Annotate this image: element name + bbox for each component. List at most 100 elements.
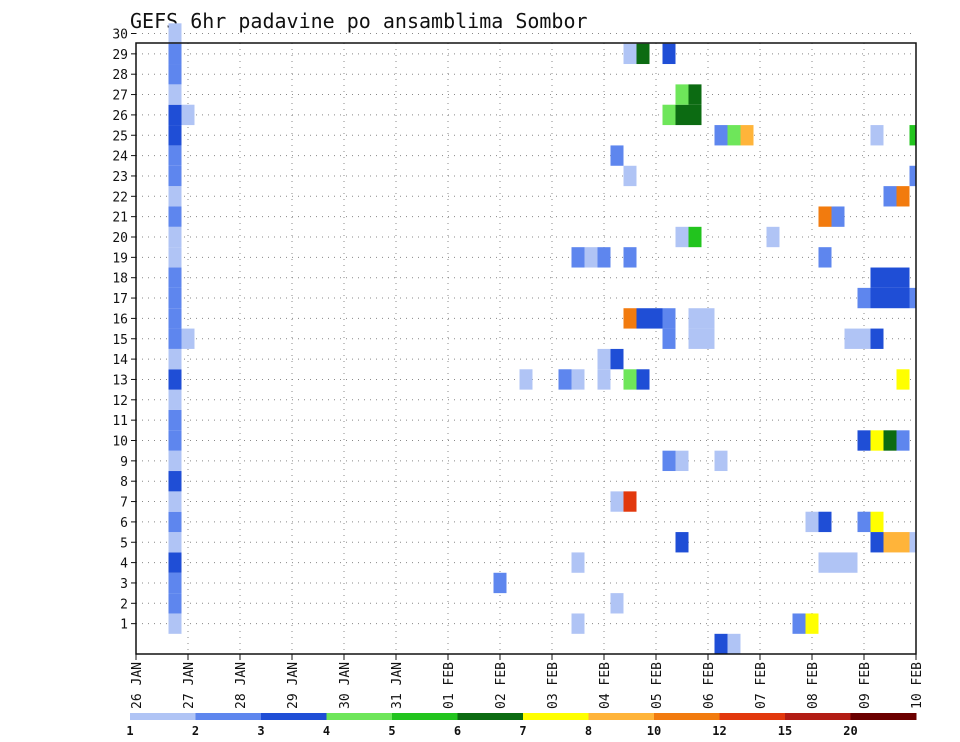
x-tick-label: 01 FEB <box>442 662 457 709</box>
y-tick-label: 17 <box>112 292 128 307</box>
heatmap-cells <box>168 23 916 655</box>
precip-cell <box>168 409 182 431</box>
precip-cell <box>168 572 182 594</box>
y-tick-label: 28 <box>112 68 128 83</box>
y-tick-label: 1 <box>120 618 128 633</box>
precip-cell <box>870 125 884 146</box>
legend-swatch <box>850 713 917 720</box>
precip-cell <box>493 572 507 594</box>
precip-cell <box>168 64 182 85</box>
precip-cell <box>675 450 689 472</box>
x-tick-label: 08 FEB <box>806 662 821 709</box>
legend-label: 5 <box>388 724 395 738</box>
y-tick-label: 10 <box>112 435 128 450</box>
precip-cell <box>701 308 715 329</box>
precip-cell <box>168 267 182 288</box>
y-tick-label: 18 <box>112 272 128 287</box>
precip-cell <box>168 308 182 329</box>
y-tick-label: 7 <box>120 496 128 511</box>
precip-cell <box>870 511 884 533</box>
y-tick-label: 9 <box>120 455 128 470</box>
y-tick-label: 11 <box>112 414 128 429</box>
x-tick-label: 10 FEB <box>910 662 925 709</box>
precip-cell <box>675 532 689 553</box>
precip-cell <box>844 552 858 573</box>
precip-cell <box>857 287 871 309</box>
y-tick-label: 3 <box>120 577 128 592</box>
precip-cell <box>805 613 819 634</box>
x-tick-label: 05 FEB <box>650 662 665 709</box>
y-axis: 1234567891011121314151617181920212223242… <box>112 28 136 633</box>
precip-cell <box>584 247 598 268</box>
legend-swatch <box>588 713 655 720</box>
precip-cell <box>688 328 702 349</box>
precip-cell <box>168 23 182 44</box>
precip-cell <box>168 389 182 410</box>
y-tick-label: 21 <box>112 211 128 226</box>
precip-cell <box>571 369 585 390</box>
precip-cell <box>831 206 845 227</box>
precip-cell <box>896 430 910 451</box>
y-tick-label: 4 <box>120 557 128 572</box>
grid-lines <box>136 33 916 654</box>
precip-cell <box>714 450 728 472</box>
precip-cell <box>662 328 676 349</box>
precip-cell <box>896 186 910 207</box>
precip-cell <box>168 84 182 105</box>
precip-cell <box>675 84 689 105</box>
precip-cell <box>857 511 871 533</box>
precip-cell <box>168 247 182 268</box>
precip-cell <box>181 328 195 349</box>
legend-swatch <box>654 713 720 720</box>
y-tick-label: 8 <box>120 475 128 490</box>
precip-cell <box>168 471 182 492</box>
y-tick-label: 30 <box>112 28 128 43</box>
precip-cell <box>168 369 182 390</box>
precip-cell <box>662 104 676 126</box>
precip-cell <box>688 104 702 126</box>
legend-swatch <box>523 713 589 720</box>
legend-label: 2 <box>192 724 199 738</box>
precip-cell <box>909 125 916 146</box>
precip-cell <box>883 287 897 309</box>
precip-cell <box>714 125 728 146</box>
precip-cell <box>168 206 182 227</box>
precip-cell <box>727 633 741 655</box>
legend-swatch <box>195 713 262 720</box>
legend-label: 3 <box>257 724 264 738</box>
legend-label: 4 <box>323 724 330 738</box>
precip-cell <box>766 226 780 248</box>
precip-cell <box>623 369 637 390</box>
x-tick-label: 31 JAN <box>390 662 405 709</box>
y-tick-label: 2 <box>120 597 128 612</box>
precip-cell <box>623 308 637 329</box>
precip-cell <box>636 308 650 329</box>
precip-cell <box>168 532 182 553</box>
precip-cell <box>168 491 182 512</box>
precip-cell <box>636 369 650 390</box>
legend-swatch <box>392 713 458 720</box>
precip-cell <box>896 267 910 288</box>
precip-cell <box>675 226 689 248</box>
precip-cell <box>610 491 624 512</box>
precip-cell <box>805 511 819 533</box>
y-tick-label: 5 <box>120 536 128 551</box>
legend-label: 10 <box>647 724 661 738</box>
precip-cell <box>649 308 663 329</box>
x-tick-label: 02 FEB <box>494 662 509 709</box>
precip-cell <box>675 104 689 126</box>
y-tick-label: 12 <box>112 394 128 409</box>
legend-swatch <box>785 713 851 720</box>
precip-cell <box>740 125 754 146</box>
precip-cell <box>688 226 702 248</box>
precip-cell <box>558 369 572 390</box>
y-tick-label: 20 <box>112 231 128 246</box>
legend-label: 8 <box>585 724 592 738</box>
precip-cell <box>818 511 832 533</box>
plot-frame <box>135 42 917 655</box>
x-tick-label: 03 FEB <box>546 662 561 709</box>
precip-cell <box>909 287 916 309</box>
precip-cell <box>597 369 611 390</box>
precip-cell <box>168 613 182 634</box>
legend-label: 12 <box>712 724 726 738</box>
